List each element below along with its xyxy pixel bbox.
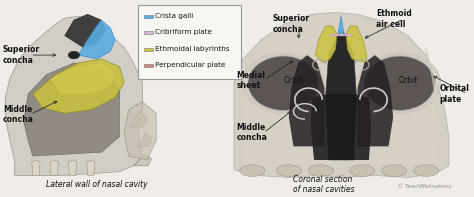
Polygon shape	[338, 16, 344, 36]
Text: Crista galli: Crista galli	[155, 13, 193, 19]
Polygon shape	[65, 14, 106, 47]
Text: Cribriform plate: Cribriform plate	[155, 29, 212, 35]
Polygon shape	[346, 26, 366, 63]
Ellipse shape	[413, 165, 438, 177]
Polygon shape	[24, 63, 119, 156]
Polygon shape	[289, 55, 325, 146]
Polygon shape	[51, 63, 115, 94]
Ellipse shape	[248, 56, 319, 111]
Polygon shape	[133, 154, 152, 166]
Polygon shape	[50, 160, 58, 176]
Polygon shape	[79, 20, 115, 59]
FancyBboxPatch shape	[144, 31, 153, 34]
Text: Middle
concha: Middle concha	[3, 105, 34, 124]
Text: Ethmoid
air cell: Ethmoid air cell	[376, 9, 411, 29]
Text: © TeachMeAnatomy: © TeachMeAnatomy	[398, 183, 451, 189]
Text: Medial
sheet: Medial sheet	[236, 71, 265, 90]
Polygon shape	[124, 102, 156, 160]
Text: Orbit: Orbit	[399, 76, 418, 85]
Polygon shape	[234, 12, 449, 177]
Ellipse shape	[349, 165, 374, 177]
Polygon shape	[315, 26, 337, 63]
Text: Lateral wall of nasal cavity: Lateral wall of nasal cavity	[46, 180, 148, 189]
Polygon shape	[68, 160, 77, 176]
Polygon shape	[357, 55, 393, 146]
Polygon shape	[32, 160, 40, 176]
Text: Superior
concha: Superior concha	[273, 14, 310, 34]
Polygon shape	[129, 112, 147, 127]
FancyBboxPatch shape	[144, 15, 153, 18]
Polygon shape	[33, 59, 124, 113]
Text: Superior
concha: Superior concha	[3, 45, 40, 65]
Text: Orbit: Orbit	[283, 76, 303, 85]
FancyBboxPatch shape	[144, 64, 153, 67]
Polygon shape	[5, 16, 143, 176]
Polygon shape	[87, 160, 95, 176]
Polygon shape	[243, 18, 440, 166]
Text: Ethmoidal labyrinths: Ethmoidal labyrinths	[155, 46, 230, 52]
Ellipse shape	[382, 165, 407, 177]
Text: Middle
concha: Middle concha	[236, 123, 267, 142]
Polygon shape	[311, 94, 371, 160]
Ellipse shape	[68, 51, 80, 59]
Ellipse shape	[276, 165, 301, 177]
Polygon shape	[138, 133, 152, 146]
Text: Perpendicular plate: Perpendicular plate	[155, 62, 226, 68]
Ellipse shape	[308, 165, 334, 177]
Polygon shape	[326, 30, 356, 160]
Ellipse shape	[364, 56, 435, 111]
Text: Orbital
plate: Orbital plate	[440, 84, 470, 104]
Text: Coronal section
of nasal cavities: Coronal section of nasal cavities	[293, 175, 355, 194]
FancyBboxPatch shape	[138, 5, 241, 79]
Ellipse shape	[240, 165, 265, 177]
Polygon shape	[330, 34, 352, 36]
FancyBboxPatch shape	[144, 48, 153, 51]
